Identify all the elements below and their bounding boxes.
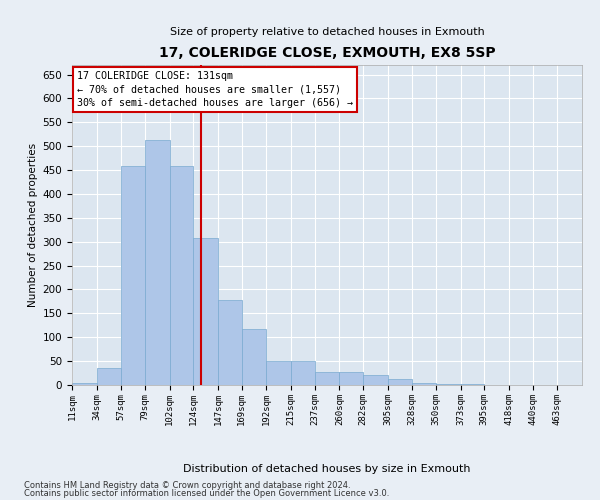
- Bar: [72, 382, 97, 385]
- Bar: [314, 372, 340, 385]
- Bar: [291, 361, 314, 385]
- Y-axis label: Number of detached properties: Number of detached properties: [28, 143, 38, 307]
- Bar: [340, 372, 363, 385]
- X-axis label: Distribution of detached houses by size in Exmouth: Distribution of detached houses by size …: [183, 464, 471, 474]
- Text: 17 COLERIDGE CLOSE: 131sqm
← 70% of detached houses are smaller (1,557)
30% of s: 17 COLERIDGE CLOSE: 131sqm ← 70% of deta…: [77, 72, 353, 108]
- Bar: [145, 140, 170, 385]
- Bar: [242, 329, 266, 385]
- Bar: [461, 384, 484, 385]
- Bar: [412, 382, 436, 385]
- Bar: [218, 300, 242, 385]
- Bar: [436, 384, 461, 385]
- Bar: [363, 376, 388, 385]
- Bar: [266, 361, 291, 385]
- Title: 17, COLERIDGE CLOSE, EXMOUTH, EX8 5SP: 17, COLERIDGE CLOSE, EXMOUTH, EX8 5SP: [158, 46, 496, 60]
- Text: Size of property relative to detached houses in Exmouth: Size of property relative to detached ho…: [170, 27, 484, 37]
- Bar: [97, 368, 121, 385]
- Text: Contains HM Land Registry data © Crown copyright and database right 2024.: Contains HM Land Registry data © Crown c…: [24, 480, 350, 490]
- Bar: [170, 166, 193, 385]
- Bar: [121, 166, 145, 385]
- Bar: [193, 238, 218, 385]
- Bar: [388, 379, 412, 385]
- Text: Contains public sector information licensed under the Open Government Licence v3: Contains public sector information licen…: [24, 489, 389, 498]
